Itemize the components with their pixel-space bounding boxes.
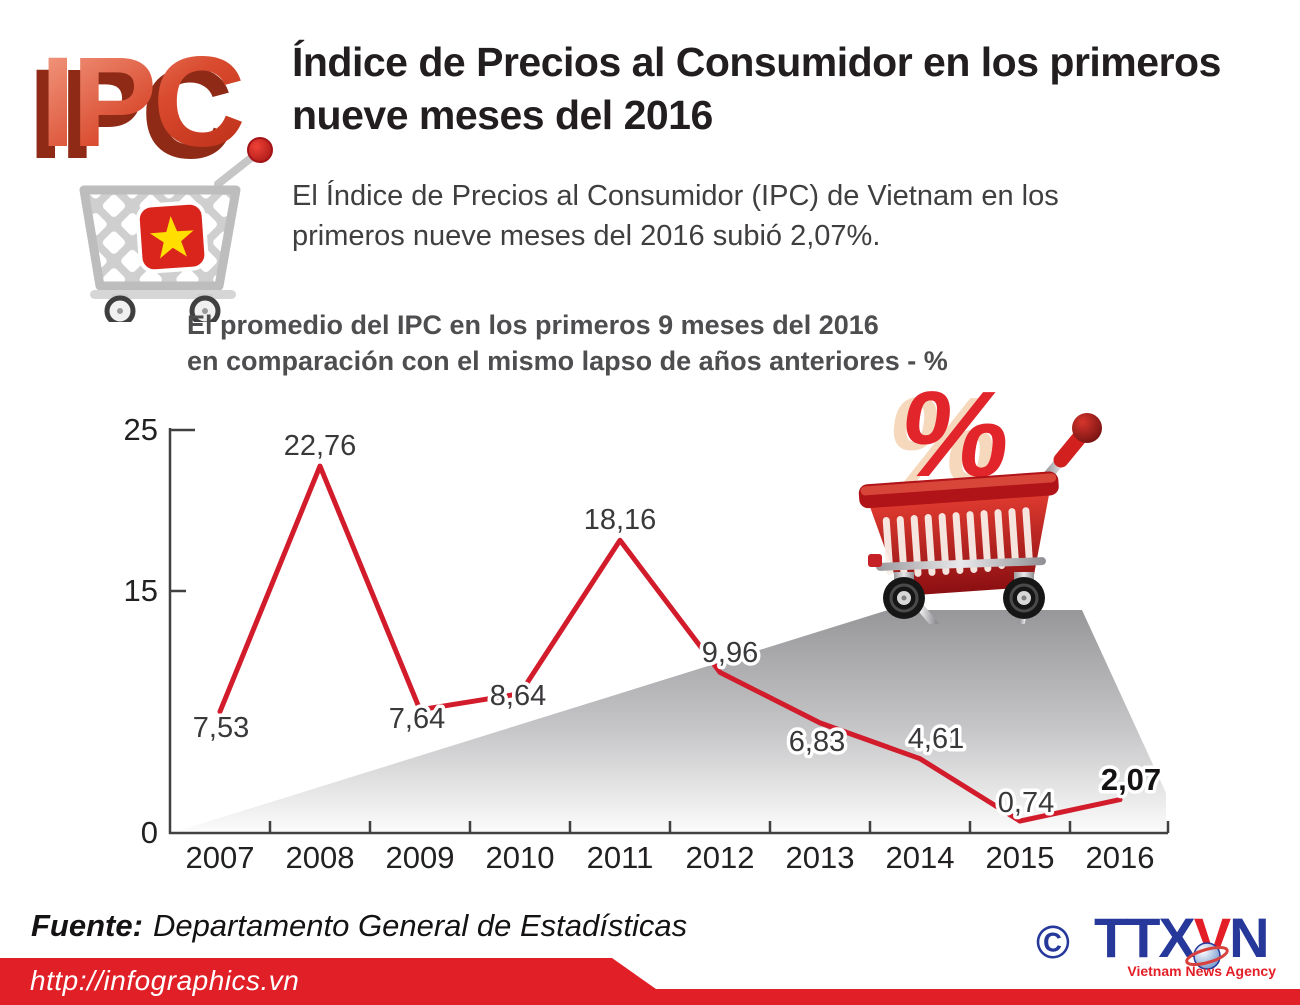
data-label: 22,76: [284, 430, 357, 462]
y-tick-label: 0: [141, 815, 158, 850]
copyright-icon: ©: [1036, 916, 1070, 968]
shadow-wedge: [178, 610, 1166, 831]
cart-wheel-right: [1003, 572, 1045, 619]
ipc-logo: IPC IPC: [28, 31, 273, 322]
x-tick-label: 2007: [186, 840, 255, 875]
shopping-cart-icon: % %: [858, 376, 1102, 624]
y-tick-label: 15: [124, 573, 158, 608]
ttxvn-logo: © TTXVN Vietnam News Agency: [1036, 903, 1276, 983]
page-subtitle: El Índice de Precios al Consumidor (IPC)…: [292, 180, 1059, 253]
source-text: Departamento General de Estadísticas: [152, 908, 688, 943]
svg-text:IPC: IPC: [28, 43, 230, 186]
source-label: Fuente:: [31, 908, 143, 943]
data-label: 6,83: [789, 726, 845, 758]
page-title: Índice de Precios al Consumidor en los p…: [292, 39, 1221, 139]
chart-axes: [168, 428, 1170, 835]
svg-text:IPC: IPC: [40, 31, 242, 174]
data-label: 0,74: [998, 787, 1054, 819]
x-tick-label: 2016: [1086, 840, 1155, 875]
data-label: 4,61: [908, 723, 964, 755]
source-line: Fuente: Departamento General de Estadísti…: [31, 908, 687, 944]
data-labels: 7,53 22,76 7,64 8,64 18,16 9,96 6,83 4,61 0,74 2,…: [189, 427, 1164, 823]
data-label: 18,16: [584, 504, 657, 536]
x-tick-label: 2012: [686, 840, 755, 875]
x-tick-label: 2010: [486, 840, 555, 875]
cart-wheel-left: [883, 572, 925, 619]
logo-cart-icon: [79, 137, 273, 322]
x-axis-labels: 2007 2008 2009 2010 2011 2012 2013 2014 2015 2016: [186, 840, 1155, 875]
x-tick-label: 2008: [286, 840, 355, 875]
ipc-3d-text: IPC IPC: [28, 31, 246, 186]
data-label: 9,96: [702, 637, 758, 669]
y-tick-label: 25: [124, 412, 158, 447]
series-line: [217, 463, 1123, 824]
data-label: 7,64: [389, 703, 445, 735]
y-axis-labels: 0 15 25: [124, 412, 158, 850]
globe-icon: [1185, 942, 1229, 970]
agency-name: Vietnam News Agency: [1127, 963, 1276, 979]
data-label: 7,53: [193, 712, 249, 744]
data-label: 8,64: [490, 680, 546, 712]
x-tick-label: 2011: [587, 840, 654, 875]
x-tick-label: 2013: [786, 840, 855, 875]
chart-title: El promedio del IPC en los primeros 9 me…: [187, 310, 948, 377]
agency-abbr: TTXVN: [1094, 906, 1270, 969]
data-label: 2,07: [1101, 762, 1161, 797]
vietnam-flag-icon: [135, 200, 209, 274]
x-tick-label: 2015: [986, 840, 1055, 875]
x-tick-label: 2009: [386, 840, 455, 875]
footer-url[interactable]: http://infographics.vn: [30, 965, 300, 996]
x-tick-label: 2014: [886, 840, 955, 875]
